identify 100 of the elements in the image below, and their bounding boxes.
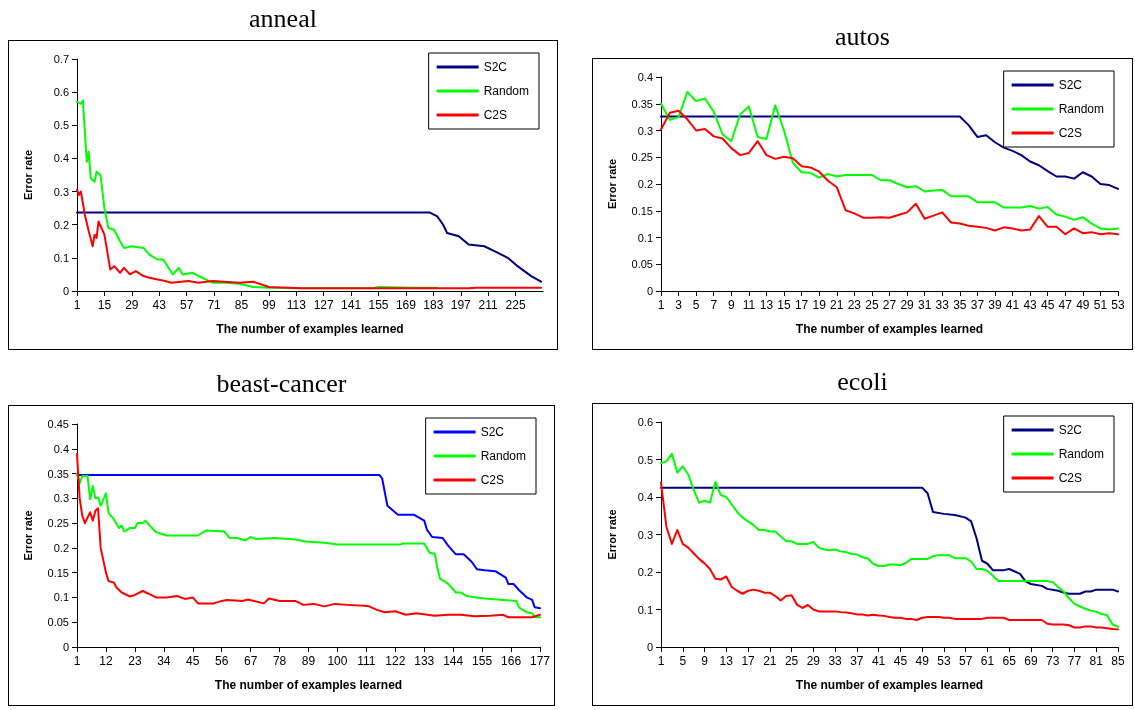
x-tick-label: 45 [893, 654, 908, 668]
x-tick-label: 29 [806, 654, 821, 668]
x-tick-label: 49 [915, 654, 930, 668]
x-tick-label: 12 [99, 654, 113, 668]
x-tick-label: 21 [763, 654, 777, 668]
x-axis-title: The number of examples learned [795, 322, 984, 336]
x-tick-label: 183 [423, 298, 444, 312]
x-tick-label: 11 [742, 298, 756, 312]
x-tick-label: 13 [759, 298, 774, 312]
x-tick-label: 17 [741, 654, 756, 668]
x-tick-label: 53 [1111, 298, 1125, 312]
chart-title: autos [834, 21, 891, 53]
y-tick-label: 0.2 [53, 218, 69, 231]
y-tick-label: 0.3 [53, 185, 69, 198]
x-tick-label: 100 [327, 654, 348, 668]
x-tick-label: 133 [414, 654, 435, 668]
legend-label: Random [1058, 102, 1104, 116]
x-tick-label: 41 [871, 654, 886, 668]
legend-label: C2S [1058, 471, 1082, 485]
line-series [660, 486, 1119, 595]
x-tick-label: 33 [935, 298, 950, 312]
x-tick-label: 9 [701, 654, 709, 668]
y-tick-label: 0.6 [53, 86, 69, 99]
x-tick-label: 89 [301, 654, 316, 668]
y-tick-label: 0 [62, 641, 69, 653]
y-tick-label: 0.3 [53, 492, 69, 505]
x-tick-label: 29 [125, 298, 139, 312]
y-tick-label: 0.45 [47, 418, 69, 430]
x-tick-label: 127 [313, 298, 335, 312]
y-tick-label: 0.4 [53, 442, 69, 455]
y-tick-label: 0.15 [631, 204, 653, 217]
legend-label: Random [483, 84, 529, 98]
x-tick-label: 166 [501, 654, 522, 668]
x-tick-label: 141 [341, 298, 362, 312]
y-tick-label: 0.4 [637, 491, 653, 503]
y-tick-label: 0.4 [637, 71, 653, 83]
x-tick-label: 225 [505, 298, 526, 312]
y-tick-label: 0 [646, 641, 653, 653]
x-tick-label: 31 [917, 298, 932, 312]
y-tick-label: 0.3 [637, 528, 653, 541]
x-tick-label: 17 [794, 298, 809, 312]
x-tick-label: 113 [286, 298, 307, 312]
legend-label: S2C [483, 60, 508, 74]
y-tick-label: 0.6 [637, 416, 653, 428]
x-tick-label: 21 [830, 298, 844, 312]
x-tick-label: 49 [1076, 298, 1090, 312]
x-tick-label: 43 [152, 298, 167, 312]
legend-label: S2C [480, 425, 505, 439]
y-tick-label: 0 [646, 285, 653, 297]
x-tick-label: 57 [958, 654, 973, 668]
x-tick-label: 85 [234, 298, 249, 312]
line-series [76, 211, 543, 283]
x-tick-label: 53 [937, 654, 951, 668]
x-tick-label: 67 [243, 654, 258, 668]
x-tick-label: 34 [157, 654, 171, 668]
x-tick-label: 169 [395, 298, 417, 312]
y-tick-label: 0.2 [53, 541, 69, 554]
x-tick-label: 47 [1058, 298, 1073, 312]
x-tick-label: 39 [988, 298, 1002, 312]
y-tick-label: 0.2 [637, 178, 653, 190]
legend-label: Random [480, 449, 526, 463]
x-tick-label: 25 [865, 298, 879, 312]
legend-label: C2S [480, 473, 504, 487]
y-axis-title: Error rate [605, 509, 618, 560]
y-axis-title: Error rate [605, 158, 618, 210]
x-tick-label: 41 [1005, 298, 1020, 312]
x-tick-label: 144 [443, 654, 464, 668]
x-tick-label: 33 [828, 654, 843, 668]
x-axis-title: The number of examples learned [795, 678, 984, 692]
x-tick-label: 13 [719, 654, 734, 668]
x-tick-label: 111 [357, 654, 376, 668]
x-tick-label: 27 [882, 298, 897, 312]
x-tick-label: 73 [1046, 654, 1060, 668]
y-axis-title: Error rate [21, 149, 34, 201]
x-tick-label: 45 [1041, 298, 1055, 312]
y-tick-label: 0.05 [47, 616, 69, 629]
y-tick-label: 0.1 [637, 603, 653, 616]
x-tick-label: 23 [128, 654, 142, 668]
x-tick-label: 65 [1002, 654, 1017, 668]
x-tick-label: 71 [207, 298, 222, 312]
y-tick-label: 0.1 [637, 231, 653, 244]
y-tick-label: 0 [62, 285, 69, 297]
y-tick-label: 0.35 [47, 467, 69, 480]
x-tick-label: 61 [980, 654, 995, 668]
x-tick-label: 1 [73, 654, 81, 668]
x-tick-label: 85 [1111, 654, 1125, 668]
y-tick-label: 0.1 [53, 591, 69, 604]
x-tick-label: 177 [529, 654, 551, 668]
x-tick-label: 1 [657, 298, 665, 312]
y-tick-label: 0.25 [47, 517, 69, 530]
x-tick-label: 197 [450, 298, 472, 312]
x-tick-label: 15 [97, 298, 112, 312]
x-tick-label: 29 [900, 298, 915, 312]
x-tick-label: 81 [1089, 654, 1104, 668]
x-tick-label: 51 [1093, 298, 1108, 312]
x-tick-label: 99 [262, 298, 276, 312]
y-tick-label: 0.35 [631, 97, 653, 110]
x-tick-label: 56 [215, 654, 229, 668]
x-tick-label: 37 [970, 298, 985, 312]
x-tick-label: 77 [1067, 654, 1082, 668]
